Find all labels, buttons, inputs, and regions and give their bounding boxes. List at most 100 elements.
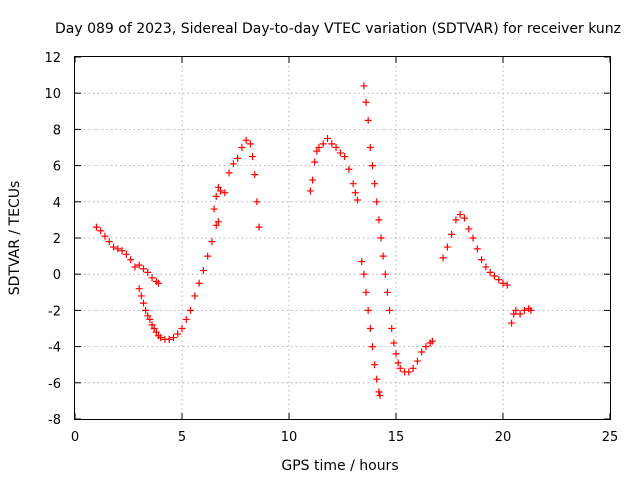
x-tick-label: 10 bbox=[281, 430, 298, 445]
data-point bbox=[139, 265, 147, 273]
data-point bbox=[242, 136, 250, 144]
data-point bbox=[214, 183, 222, 191]
data-point bbox=[101, 232, 109, 240]
data-point bbox=[135, 285, 143, 293]
data-point bbox=[499, 279, 507, 287]
y-axis-ticks: -8 -6 -4 -2 0 2 4 6 8 10 12 bbox=[44, 51, 610, 428]
data-point bbox=[225, 169, 233, 177]
data-point bbox=[131, 263, 139, 271]
data-point bbox=[362, 288, 370, 296]
data-point bbox=[394, 359, 402, 367]
data-point bbox=[174, 330, 182, 338]
data-point bbox=[422, 343, 430, 351]
data-point bbox=[210, 205, 218, 213]
data-point bbox=[469, 234, 477, 242]
data-point bbox=[199, 267, 207, 275]
data-point bbox=[379, 252, 387, 260]
data-point bbox=[503, 281, 511, 289]
data-point bbox=[362, 98, 370, 106]
data-point bbox=[443, 243, 451, 251]
data-point bbox=[169, 334, 177, 342]
data-point bbox=[364, 116, 372, 124]
data-point bbox=[390, 339, 398, 347]
data-point bbox=[127, 256, 135, 264]
data-point bbox=[324, 134, 332, 142]
data-point bbox=[148, 274, 156, 282]
data-point bbox=[373, 198, 381, 206]
data-point bbox=[368, 162, 376, 170]
data-point bbox=[139, 299, 147, 307]
data-point bbox=[217, 187, 225, 195]
y-tick-label: 2 bbox=[53, 232, 61, 247]
data-point bbox=[405, 368, 413, 376]
data-point bbox=[366, 144, 374, 151]
data-point bbox=[204, 252, 212, 260]
y-tick-label: 4 bbox=[53, 196, 61, 211]
data-point bbox=[336, 149, 344, 157]
data-point bbox=[409, 364, 417, 372]
data-point bbox=[251, 171, 259, 179]
data-point bbox=[234, 154, 242, 162]
data-point bbox=[371, 361, 379, 369]
data-point bbox=[482, 263, 490, 271]
y-tick-label: 6 bbox=[53, 160, 61, 175]
data-point bbox=[253, 198, 261, 206]
data-point bbox=[328, 140, 336, 148]
data-point bbox=[212, 221, 220, 229]
data-point bbox=[315, 144, 323, 151]
data-point bbox=[360, 270, 368, 278]
data-point bbox=[114, 245, 122, 253]
data-point bbox=[306, 187, 314, 195]
data-point bbox=[375, 216, 383, 224]
data-point bbox=[105, 238, 113, 246]
data-point bbox=[154, 279, 162, 287]
data-points bbox=[92, 82, 535, 399]
data-point bbox=[150, 325, 158, 332]
data-point bbox=[195, 279, 203, 287]
data-point bbox=[366, 325, 374, 332]
data-point bbox=[486, 268, 494, 276]
data-point bbox=[135, 261, 143, 269]
data-point bbox=[341, 153, 349, 161]
x-tick-label: 0 bbox=[71, 430, 79, 445]
data-point bbox=[238, 144, 246, 151]
plot-frame bbox=[74, 56, 611, 420]
data-point bbox=[309, 176, 317, 184]
data-point bbox=[516, 310, 524, 318]
x-tick-label: 25 bbox=[602, 430, 619, 445]
data-point bbox=[122, 250, 130, 258]
data-point bbox=[319, 140, 327, 148]
data-point bbox=[495, 276, 503, 284]
data-point bbox=[142, 306, 150, 314]
data-point bbox=[178, 325, 186, 332]
y-tick-label: -6 bbox=[48, 377, 61, 392]
data-point bbox=[452, 216, 460, 224]
data-point bbox=[512, 306, 520, 314]
data-point bbox=[212, 192, 220, 200]
data-point bbox=[118, 247, 126, 255]
data-point bbox=[364, 306, 372, 314]
data-point bbox=[460, 214, 468, 222]
data-point bbox=[448, 230, 456, 238]
data-point bbox=[208, 238, 216, 246]
x-tick-label: 15 bbox=[388, 430, 405, 445]
data-point bbox=[373, 375, 381, 383]
x-tick-label: 5 bbox=[178, 430, 186, 445]
data-point bbox=[345, 165, 353, 173]
data-point bbox=[508, 319, 516, 327]
data-point bbox=[97, 227, 105, 235]
data-point bbox=[349, 180, 357, 188]
data-point bbox=[465, 225, 473, 233]
data-point bbox=[396, 364, 404, 372]
data-point bbox=[157, 334, 165, 342]
y-tick-label: -8 bbox=[48, 413, 61, 428]
data-point bbox=[351, 189, 359, 197]
data-point bbox=[527, 306, 535, 314]
data-point bbox=[246, 140, 254, 148]
data-point bbox=[221, 189, 229, 197]
y-axis-label: SDTVAR / TECUs bbox=[7, 181, 23, 296]
data-point bbox=[144, 268, 152, 276]
data-point bbox=[148, 321, 156, 329]
chart-title: Day 089 of 2023, Sidereal Day-to-day VTE… bbox=[55, 21, 621, 37]
data-point bbox=[473, 245, 481, 253]
